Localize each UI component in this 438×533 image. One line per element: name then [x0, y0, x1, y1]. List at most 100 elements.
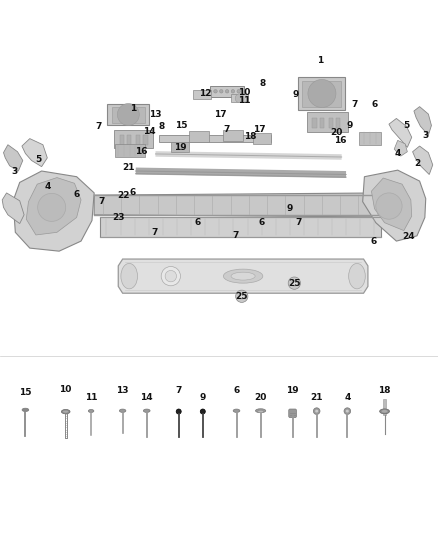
Text: 25: 25: [236, 292, 248, 301]
Circle shape: [236, 290, 248, 302]
Text: 4: 4: [44, 182, 50, 191]
Circle shape: [176, 409, 181, 414]
Text: 9: 9: [293, 90, 299, 99]
Text: 6: 6: [74, 190, 80, 199]
Circle shape: [38, 193, 66, 221]
Text: 18: 18: [378, 385, 391, 394]
Polygon shape: [210, 86, 244, 96]
Circle shape: [231, 90, 235, 93]
Text: 17: 17: [253, 125, 265, 134]
Polygon shape: [22, 139, 47, 167]
Text: 6: 6: [195, 218, 201, 227]
Ellipse shape: [233, 409, 240, 413]
Circle shape: [344, 408, 351, 415]
Polygon shape: [114, 130, 153, 148]
Circle shape: [200, 409, 205, 414]
Bar: [193, 91, 211, 99]
Text: 4: 4: [344, 393, 350, 402]
Bar: [143, 135, 148, 145]
Ellipse shape: [143, 409, 150, 413]
Bar: [312, 118, 317, 128]
Polygon shape: [414, 107, 431, 135]
Polygon shape: [307, 112, 348, 132]
Text: 5: 5: [35, 155, 42, 164]
Text: 11: 11: [85, 393, 97, 402]
Polygon shape: [4, 145, 23, 171]
Text: 25: 25: [288, 279, 300, 288]
Ellipse shape: [121, 263, 138, 289]
Circle shape: [225, 90, 229, 93]
Text: 1: 1: [130, 104, 136, 114]
Bar: [383, 399, 386, 415]
Polygon shape: [371, 178, 412, 231]
Polygon shape: [13, 171, 94, 251]
Text: 18: 18: [244, 132, 257, 141]
Text: 6: 6: [371, 100, 378, 109]
Circle shape: [346, 409, 349, 413]
Ellipse shape: [255, 409, 266, 413]
Polygon shape: [107, 103, 149, 125]
Ellipse shape: [63, 410, 69, 413]
Polygon shape: [359, 132, 381, 145]
Polygon shape: [118, 259, 368, 293]
Ellipse shape: [120, 409, 126, 413]
Polygon shape: [223, 130, 243, 141]
Text: 2: 2: [414, 159, 420, 168]
Text: 3: 3: [423, 131, 429, 140]
Bar: [115, 144, 145, 157]
Polygon shape: [100, 217, 381, 237]
Text: 3: 3: [11, 166, 17, 175]
Text: 7: 7: [352, 100, 358, 109]
Bar: [231, 94, 248, 102]
Text: 15: 15: [175, 121, 187, 130]
Text: 4: 4: [395, 149, 401, 158]
Bar: [120, 135, 124, 145]
Text: 17: 17: [214, 110, 226, 118]
Text: 6: 6: [129, 189, 135, 197]
Ellipse shape: [22, 408, 29, 411]
Text: 6: 6: [233, 385, 240, 394]
Text: 19: 19: [286, 385, 299, 394]
Circle shape: [161, 266, 180, 286]
Text: 6: 6: [259, 218, 265, 227]
Circle shape: [308, 79, 336, 108]
Text: 21: 21: [122, 163, 134, 172]
Circle shape: [313, 408, 320, 415]
Text: 12: 12: [199, 89, 211, 98]
Circle shape: [237, 90, 240, 93]
Ellipse shape: [88, 409, 94, 413]
Polygon shape: [253, 133, 271, 143]
Circle shape: [219, 90, 223, 93]
Ellipse shape: [380, 409, 389, 414]
Polygon shape: [413, 146, 433, 174]
Text: 7: 7: [151, 228, 157, 237]
Text: 7: 7: [296, 218, 302, 227]
Text: 7: 7: [224, 125, 230, 134]
Text: 8: 8: [260, 79, 266, 88]
Polygon shape: [394, 140, 407, 156]
Text: 16: 16: [335, 136, 347, 146]
Circle shape: [288, 277, 300, 289]
Text: 14: 14: [143, 127, 155, 136]
Polygon shape: [94, 193, 385, 217]
Text: 22: 22: [117, 191, 130, 200]
Text: 14: 14: [141, 393, 153, 402]
Text: 7: 7: [95, 122, 102, 131]
Text: 21: 21: [311, 393, 323, 402]
Polygon shape: [112, 107, 145, 123]
Circle shape: [117, 103, 139, 125]
Bar: [336, 118, 340, 128]
Text: 10: 10: [238, 87, 251, 96]
Circle shape: [235, 94, 244, 103]
Bar: [127, 135, 131, 145]
Polygon shape: [159, 135, 271, 142]
Text: 9: 9: [200, 393, 206, 402]
Circle shape: [291, 280, 297, 286]
Polygon shape: [171, 142, 189, 152]
Polygon shape: [298, 77, 345, 110]
Text: 8: 8: [158, 122, 164, 131]
Text: 19: 19: [174, 143, 187, 152]
Polygon shape: [2, 193, 24, 223]
Text: 7: 7: [176, 385, 182, 394]
Circle shape: [214, 90, 217, 93]
